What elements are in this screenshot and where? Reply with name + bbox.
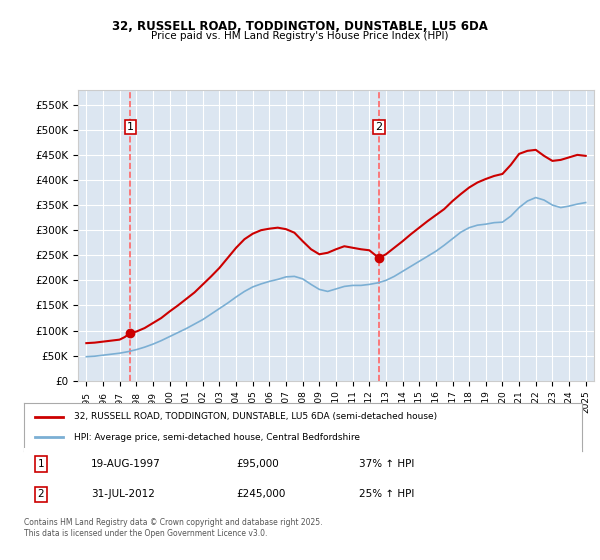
Text: 2: 2 <box>376 122 383 132</box>
Text: 1: 1 <box>127 122 134 132</box>
Text: 32, RUSSELL ROAD, TODDINGTON, DUNSTABLE, LU5 6DA: 32, RUSSELL ROAD, TODDINGTON, DUNSTABLE,… <box>112 20 488 32</box>
Text: 25% ↑ HPI: 25% ↑ HPI <box>359 489 414 500</box>
Text: HPI: Average price, semi-detached house, Central Bedfordshire: HPI: Average price, semi-detached house,… <box>74 433 360 442</box>
Text: 2: 2 <box>37 489 44 500</box>
Text: 32, RUSSELL ROAD, TODDINGTON, DUNSTABLE, LU5 6DA (semi-detached house): 32, RUSSELL ROAD, TODDINGTON, DUNSTABLE,… <box>74 412 437 421</box>
Text: £245,000: £245,000 <box>236 489 286 500</box>
Text: This data is licensed under the Open Government Licence v3.0.: This data is licensed under the Open Gov… <box>24 529 268 538</box>
Text: 37% ↑ HPI: 37% ↑ HPI <box>359 459 414 469</box>
Text: 1: 1 <box>37 459 44 469</box>
Text: Price paid vs. HM Land Registry's House Price Index (HPI): Price paid vs. HM Land Registry's House … <box>151 31 449 41</box>
Text: 19-AUG-1997: 19-AUG-1997 <box>91 459 161 469</box>
Text: Contains HM Land Registry data © Crown copyright and database right 2025.: Contains HM Land Registry data © Crown c… <box>24 518 323 527</box>
Text: £95,000: £95,000 <box>236 459 279 469</box>
Text: 31-JUL-2012: 31-JUL-2012 <box>91 489 155 500</box>
